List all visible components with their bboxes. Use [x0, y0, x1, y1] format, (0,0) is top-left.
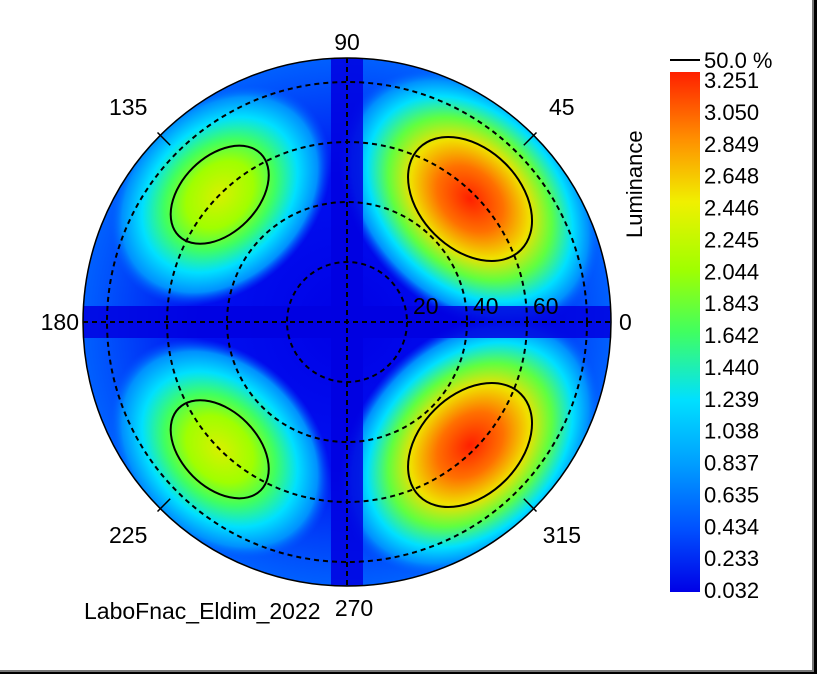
colorbar-tick-1.843: 1.843 — [704, 291, 759, 316]
polar-outline — [82, 57, 612, 587]
contour-50pct-135 — [169, 144, 270, 245]
contour-legend-label: 50.0 % — [704, 48, 773, 73]
radial-label-40: 40 — [473, 293, 499, 319]
colorbar-tick-2.446: 2.446 — [704, 196, 759, 221]
colorbar-tick-0.837: 0.837 — [704, 451, 759, 476]
azimuth-label-315: 315 — [543, 522, 581, 548]
colorbar-tick-1.038: 1.038 — [704, 419, 759, 444]
azimuth-label-45: 45 — [549, 94, 575, 120]
colorbar-tick-3.251: 3.251 — [704, 68, 759, 93]
colorbar: 50.0 % Luminance 3.251 3.050 2.849 2.648 2.4… — [622, 48, 773, 603]
colorbar-tick-2.245: 2.245 — [704, 227, 759, 252]
azimuth-label-90: 90 — [334, 29, 360, 55]
colorbar-tick-2.648: 2.648 — [704, 164, 759, 189]
azimuth-label-0: 0 — [619, 309, 632, 335]
colorbar-tick-0.434: 0.434 — [704, 514, 759, 539]
contour-50pct-225 — [169, 399, 270, 500]
azimuth-label-135: 135 — [109, 94, 147, 120]
azimuth-tick-315 — [523, 498, 538, 513]
colorbar-tick-0.635: 0.635 — [704, 482, 759, 507]
azimuth-label-225: 225 — [109, 522, 147, 548]
colorbar-tick-2.849: 2.849 — [704, 132, 759, 157]
colorbar-tick-1.642: 1.642 — [704, 323, 759, 348]
colorbar-tick-1.239: 1.239 — [704, 387, 759, 412]
contour-50pct-315 — [407, 382, 534, 509]
colorbar-tick-1.440: 1.440 — [704, 355, 759, 380]
colorbar-tick-3.050: 3.050 — [704, 100, 759, 125]
polar-plot: 90 45 0 315 270 225 180 135 20 40 60 — [41, 29, 632, 621]
colorbar-tick-0.032: 0.032 — [704, 578, 759, 603]
radial-label-60: 60 — [533, 293, 559, 319]
colorbar-tick-2.044: 2.044 — [704, 259, 759, 284]
contour-50pct-45 — [407, 135, 534, 262]
azimuth-label-180: 180 — [41, 309, 79, 335]
azimuth-tick-45 — [523, 131, 538, 146]
azimuth-tick-225 — [156, 498, 171, 513]
azimuth-tick-135 — [156, 131, 171, 146]
radial-ring-40 — [226, 201, 468, 443]
radial-label-20: 20 — [413, 293, 439, 319]
footer-label: LaboFnac_Eldim_2022 — [84, 598, 321, 624]
colorbar-gradient — [670, 72, 700, 592]
azimuth-label-270: 270 — [335, 595, 373, 621]
colorbar-tick-0.233: 0.233 — [704, 546, 759, 571]
colorbar-title: Luminance — [622, 130, 647, 238]
